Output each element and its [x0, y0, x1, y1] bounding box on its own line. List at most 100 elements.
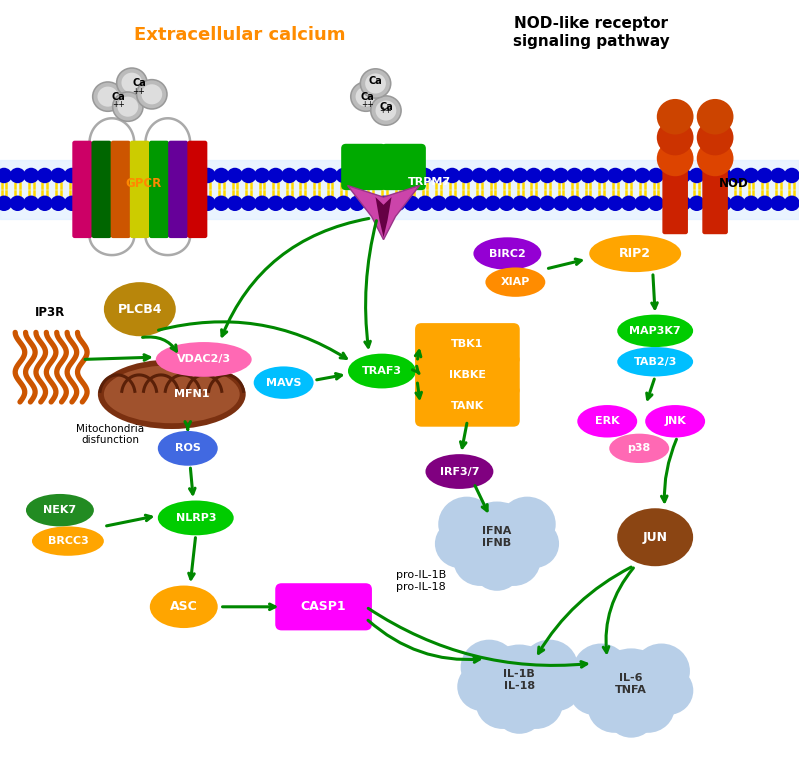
Circle shape	[78, 196, 93, 211]
Circle shape	[159, 168, 175, 183]
Circle shape	[10, 196, 26, 211]
Circle shape	[254, 196, 270, 211]
Circle shape	[308, 196, 324, 211]
Circle shape	[566, 196, 582, 211]
Circle shape	[376, 168, 392, 183]
Circle shape	[757, 168, 773, 183]
Ellipse shape	[486, 267, 545, 297]
Circle shape	[308, 168, 324, 183]
Circle shape	[553, 196, 569, 211]
Circle shape	[50, 196, 66, 211]
Ellipse shape	[32, 526, 104, 556]
Text: Ca: Ca	[111, 92, 125, 101]
FancyBboxPatch shape	[415, 354, 520, 396]
Circle shape	[461, 640, 518, 695]
Circle shape	[539, 168, 555, 183]
Text: NOD: NOD	[718, 177, 749, 189]
Circle shape	[521, 640, 578, 695]
Circle shape	[93, 83, 122, 111]
Ellipse shape	[104, 366, 240, 424]
Circle shape	[439, 497, 495, 552]
Ellipse shape	[590, 235, 681, 272]
Circle shape	[757, 196, 773, 211]
Circle shape	[662, 196, 678, 211]
Circle shape	[499, 168, 515, 183]
Circle shape	[471, 168, 487, 183]
Circle shape	[356, 87, 376, 107]
Circle shape	[587, 681, 642, 733]
FancyBboxPatch shape	[129, 141, 149, 238]
Circle shape	[594, 168, 610, 183]
Circle shape	[634, 168, 650, 183]
Circle shape	[145, 168, 161, 183]
Circle shape	[200, 196, 216, 211]
Circle shape	[566, 168, 582, 183]
Circle shape	[322, 196, 338, 211]
Circle shape	[64, 196, 80, 211]
Circle shape	[633, 643, 690, 699]
Circle shape	[697, 141, 733, 176]
Circle shape	[444, 196, 460, 211]
Circle shape	[487, 534, 541, 586]
Circle shape	[141, 84, 162, 104]
Text: NEK7: NEK7	[43, 506, 77, 515]
Circle shape	[648, 196, 664, 211]
Circle shape	[370, 95, 402, 126]
Circle shape	[213, 168, 229, 183]
Circle shape	[643, 666, 694, 715]
Text: Ca: Ca	[360, 92, 375, 101]
Circle shape	[363, 168, 379, 183]
Text: Extracellular calcium: Extracellular calcium	[134, 26, 345, 44]
Circle shape	[499, 497, 555, 552]
Circle shape	[675, 196, 691, 211]
Text: MAP3K7: MAP3K7	[630, 326, 681, 335]
Circle shape	[435, 519, 485, 568]
Text: NOD-like receptor
signaling pathway: NOD-like receptor signaling pathway	[513, 16, 670, 49]
FancyBboxPatch shape	[415, 385, 520, 427]
Circle shape	[494, 685, 545, 734]
Text: ++: ++	[133, 87, 145, 96]
Ellipse shape	[97, 359, 246, 429]
Circle shape	[675, 168, 691, 183]
Circle shape	[118, 196, 134, 211]
Circle shape	[336, 168, 352, 183]
Text: BIRC2: BIRC2	[489, 249, 526, 258]
Circle shape	[458, 168, 474, 183]
Circle shape	[112, 91, 144, 122]
Circle shape	[159, 196, 175, 211]
Text: GPCR: GPCR	[125, 177, 162, 189]
Circle shape	[485, 196, 501, 211]
FancyBboxPatch shape	[91, 141, 111, 238]
Circle shape	[607, 196, 623, 211]
Circle shape	[105, 196, 121, 211]
Text: XIAP: XIAP	[501, 278, 530, 287]
Circle shape	[485, 168, 501, 183]
Polygon shape	[348, 186, 419, 240]
Text: ASC: ASC	[170, 601, 197, 613]
Circle shape	[621, 196, 637, 211]
Polygon shape	[376, 197, 392, 237]
Circle shape	[471, 542, 523, 591]
Text: BRCC3: BRCC3	[47, 536, 89, 546]
Ellipse shape	[254, 366, 313, 399]
Circle shape	[227, 196, 243, 211]
FancyBboxPatch shape	[662, 160, 688, 234]
Circle shape	[702, 196, 718, 211]
FancyBboxPatch shape	[110, 141, 130, 238]
Circle shape	[743, 196, 759, 211]
Ellipse shape	[157, 431, 217, 465]
Circle shape	[349, 196, 365, 211]
Text: MAVS: MAVS	[266, 378, 301, 387]
Circle shape	[117, 69, 146, 97]
FancyBboxPatch shape	[276, 583, 372, 631]
FancyBboxPatch shape	[187, 141, 208, 238]
Circle shape	[475, 677, 530, 729]
Circle shape	[702, 168, 718, 183]
Circle shape	[363, 196, 379, 211]
Circle shape	[281, 168, 297, 183]
Circle shape	[254, 168, 270, 183]
Circle shape	[268, 196, 284, 211]
Circle shape	[512, 196, 528, 211]
Circle shape	[92, 81, 124, 112]
Circle shape	[10, 168, 26, 183]
